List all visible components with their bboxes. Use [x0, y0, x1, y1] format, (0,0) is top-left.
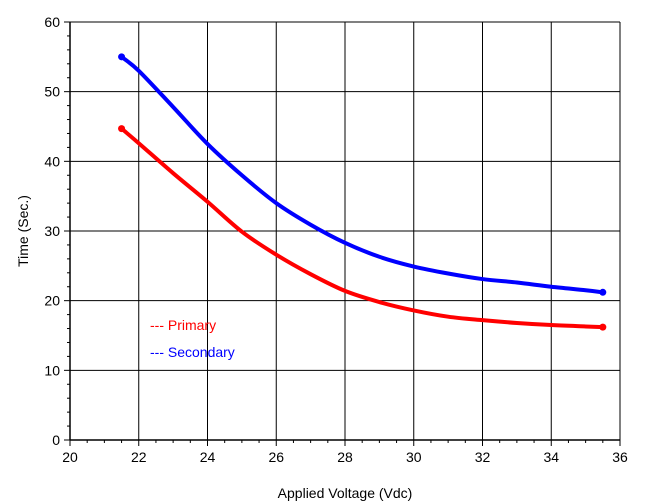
legend-item-secondary: --- Secondary — [150, 344, 235, 360]
y-tick-label: 50 — [44, 84, 60, 100]
series-line-secondary — [119, 54, 605, 295]
axes — [64, 21, 621, 446]
x-tick-label: 30 — [406, 449, 422, 465]
series-marker-secondary — [118, 53, 126, 61]
y-tick-label: 60 — [44, 14, 60, 30]
x-tick-label: 32 — [475, 449, 491, 465]
series-marker-primary — [118, 125, 126, 133]
x-tick-label: 36 — [612, 449, 628, 465]
x-tick-label: 24 — [200, 449, 216, 465]
y-tick-label: 0 — [52, 432, 60, 448]
x-tick-label: 28 — [337, 449, 353, 465]
x-axis-label: Applied Voltage (Vdc) — [278, 485, 413, 501]
x-tick-label: 34 — [543, 449, 559, 465]
y-tick-label: 40 — [44, 153, 60, 169]
series-marker-secondary — [599, 288, 607, 296]
series-marker-primary — [599, 323, 607, 331]
y-tick-label: 30 — [44, 223, 60, 239]
tick-labels: 20 22 24 26 28 30 32 34 36 0 10 20 30 40 50 60 — [44, 14, 628, 465]
y-axis-label: Time (Sec.) — [15, 195, 31, 267]
legend-item-primary: --- Primary — [150, 317, 216, 333]
series-line-primary — [119, 126, 605, 330]
series-lines — [118, 53, 607, 331]
x-tick-label: 26 — [268, 449, 284, 465]
legend: --- Primary --- Secondary — [150, 317, 235, 360]
y-tick-label: 10 — [44, 362, 60, 378]
x-tick-label: 22 — [131, 449, 147, 465]
y-tick-label: 20 — [44, 293, 60, 309]
x-tick-label: 20 — [62, 449, 78, 465]
